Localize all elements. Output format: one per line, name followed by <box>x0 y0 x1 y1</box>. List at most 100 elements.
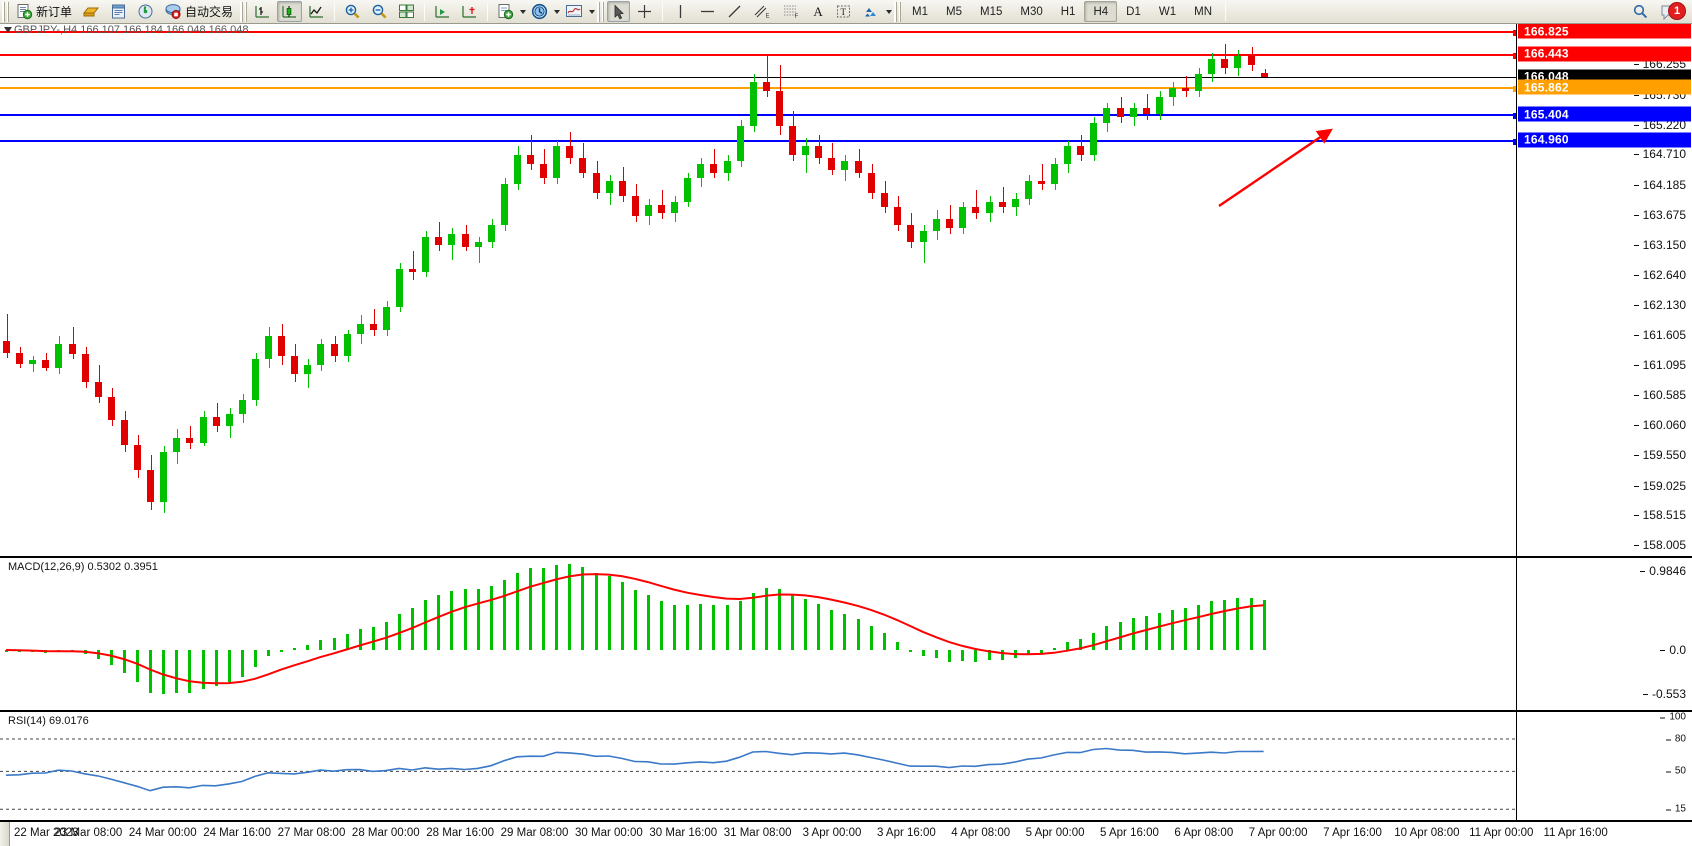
macd-histogram-bar <box>686 605 689 650</box>
timeframe-d1-button[interactable]: D1 <box>1126 5 1141 18</box>
level-line-resistance[interactable] <box>0 30 1516 37</box>
time-axis-label: 10 Apr 08:00 <box>1394 827 1460 839</box>
cursor-tool-button[interactable] <box>607 1 631 22</box>
macd-pane[interactable]: MACD(12,26,9) 0.5302 0.3951 0.9846 0.0 -0.… <box>0 557 1692 711</box>
notifications-button[interactable]: 1 <box>1660 1 1686 22</box>
price-pane[interactable]: GBPJPY-,H4 166.107 166.184 166.048 166.0… <box>0 24 1692 557</box>
time-axis-label: 28 Mar 00:00 <box>351 827 420 839</box>
macd-plot[interactable]: MACD(12,26,9) 0.5302 0.3951 <box>0 558 1516 710</box>
timeframe-periods-button[interactable] <box>527 1 552 22</box>
candle-body-up <box>55 344 62 368</box>
rsi-pane[interactable]: RSI(14) 69.0176 100 80 50 15 <box>0 711 1692 821</box>
timeframe-m1-button[interactable]: M1 <box>912 5 929 18</box>
templates-button[interactable] <box>561 1 587 22</box>
candle-body-up <box>645 204 652 217</box>
timeframe-mn-button[interactable]: MN <box>1194 5 1212 18</box>
candle-body-up <box>1064 146 1071 164</box>
toolbar-grip-3[interactable] <box>597 1 605 22</box>
chart-area[interactable]: GBPJPY-,H4 166.107 166.184 166.048 166.0… <box>0 24 1692 846</box>
level-line-handle[interactable] <box>1513 138 1516 145</box>
level-line-handle[interactable] <box>1513 86 1516 93</box>
time-axis[interactable]: 22 Mar 2023 23 Mar 08:00 24 Mar 00:00 24 Ma… <box>0 821 1692 846</box>
equidistant-channel-button[interactable]: E <box>749 1 776 22</box>
search-button[interactable] <box>1628 1 1653 22</box>
candle-body-down <box>95 382 102 397</box>
macd-histogram-bar <box>581 567 584 650</box>
zoom-out-button[interactable] <box>367 1 392 22</box>
macd-histogram-bar <box>1171 609 1174 650</box>
terminal-button[interactable] <box>78 1 104 22</box>
timeframe-m5-button[interactable]: M5 <box>946 5 962 18</box>
macd-histogram-bar <box>1105 625 1108 650</box>
new-chart-dropdown-caret[interactable] <box>520 9 527 14</box>
toolbar-separator-1 <box>334 2 336 21</box>
macd-histogram-bar <box>909 650 912 652</box>
templates-dropdown-caret[interactable] <box>589 9 596 14</box>
horizontal-line-tool-button[interactable] <box>695 1 720 22</box>
price-axis[interactable]: 166.255166.048165.730165.220164.710164.1… <box>1516 24 1692 556</box>
arrows-dropdown-caret[interactable] <box>886 9 893 14</box>
candle-body-down <box>370 323 377 330</box>
trendline-tool-button[interactable] <box>722 1 747 22</box>
arrows-tool-button[interactable] <box>858 1 884 22</box>
line-chart-button[interactable] <box>304 1 329 22</box>
level-line-support[interactable] <box>0 113 1516 120</box>
tile-windows-button[interactable] <box>394 1 419 22</box>
new-order-button[interactable]: 新订单 <box>12 1 76 22</box>
new-order-icon <box>17 4 33 20</box>
chart-collapse-icon[interactable] <box>4 27 12 33</box>
level-line-pivot[interactable] <box>0 86 1516 93</box>
svg-text:F: F <box>795 14 799 20</box>
macd-histogram-bar <box>883 633 886 650</box>
signals-button[interactable] <box>133 1 158 22</box>
auto-scroll-button[interactable] <box>457 1 482 22</box>
timeframe-h1-button[interactable]: H1 <box>1060 5 1076 18</box>
timeframe-w1-button[interactable]: W1 <box>1158 5 1177 18</box>
macd-histogram-bar <box>437 595 440 650</box>
candlestick-chart-button[interactable] <box>277 1 303 22</box>
rsi-plot[interactable]: RSI(14) 69.0176 <box>0 712 1516 820</box>
periods-dropdown-caret[interactable] <box>554 9 561 14</box>
level-line-handle[interactable] <box>1513 52 1516 59</box>
candle-body-up <box>606 181 613 193</box>
price-plot[interactable]: GBPJPY-,H4 166.107 166.184 166.048 166.0… <box>0 24 1516 556</box>
price-tick-label: 162.640 <box>1633 268 1686 283</box>
rsi-axis: 100 80 50 15 <box>1516 712 1692 820</box>
data-window-button[interactable] <box>106 1 131 22</box>
toolbar-grip-4[interactable] <box>894 1 902 22</box>
macd-tick-label: -0.553 <box>1642 687 1686 702</box>
text-label-tool-button[interactable]: T <box>831 1 856 22</box>
timeframe-m15-button[interactable]: M15 <box>980 5 1003 18</box>
toolbar-grip[interactable] <box>2 1 9 22</box>
crosshair-tool-button[interactable] <box>632 1 657 22</box>
level-line-current-price[interactable] <box>0 76 1516 78</box>
candle-body-up <box>1130 108 1137 118</box>
candle-body-down <box>763 82 770 91</box>
level-line-handle[interactable] <box>1513 30 1516 37</box>
timeframe-h4-button[interactable]: H4 <box>1084 1 1118 22</box>
new-chart-button[interactable] <box>493 1 518 22</box>
toolbar-grip-2[interactable] <box>240 1 248 22</box>
level-line-support[interactable] <box>0 138 1516 145</box>
auto-trading-button[interactable]: 自动交易 <box>160 1 237 22</box>
level-line-handle[interactable] <box>1513 113 1516 120</box>
candle-body-down <box>1248 56 1255 65</box>
time-axis-label: 29 Mar 08:00 <box>500 827 569 839</box>
macd-histogram-bar <box>1145 616 1148 650</box>
fibonacci-tool-button[interactable]: F <box>778 1 805 22</box>
shift-chart-button[interactable] <box>430 1 455 22</box>
price-tick-label: 159.025 <box>1633 478 1686 493</box>
level-line-resistance[interactable] <box>0 52 1516 59</box>
time-axis-label: 22 Mar 2023 <box>14 827 79 839</box>
chart-scroll-handle[interactable] <box>0 822 10 846</box>
rsi-tick-label: 100 <box>1660 711 1686 723</box>
trend-arrow-annotation[interactable] <box>0 24 1516 556</box>
tile-windows-icon <box>399 4 415 18</box>
candle-body-down <box>134 445 141 470</box>
bar-chart-button[interactable] <box>250 1 275 22</box>
zoom-in-button[interactable] <box>340 1 365 22</box>
vertical-line-tool-button[interactable] <box>668 1 693 22</box>
candle-body-up <box>920 230 927 243</box>
timeframe-m30-button[interactable]: M30 <box>1020 5 1043 18</box>
text-tool-button[interactable]: A <box>813 3 823 19</box>
